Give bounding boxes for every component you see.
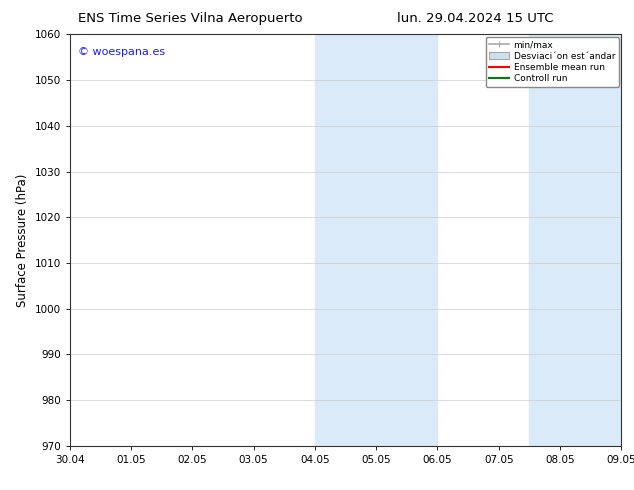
- Bar: [529, 34, 634, 446]
- Bar: [315, 34, 437, 446]
- Text: ENS Time Series Vilna Aeropuerto: ENS Time Series Vilna Aeropuerto: [78, 12, 302, 25]
- Y-axis label: Surface Pressure (hPa): Surface Pressure (hPa): [16, 173, 29, 307]
- Legend: min/max, Desviaci´on est´andar, Ensemble mean run, Controll run: min/max, Desviaci´on est´andar, Ensemble…: [486, 37, 619, 87]
- Text: © woespana.es: © woespana.es: [78, 47, 165, 57]
- Text: lun. 29.04.2024 15 UTC: lun. 29.04.2024 15 UTC: [398, 12, 553, 25]
